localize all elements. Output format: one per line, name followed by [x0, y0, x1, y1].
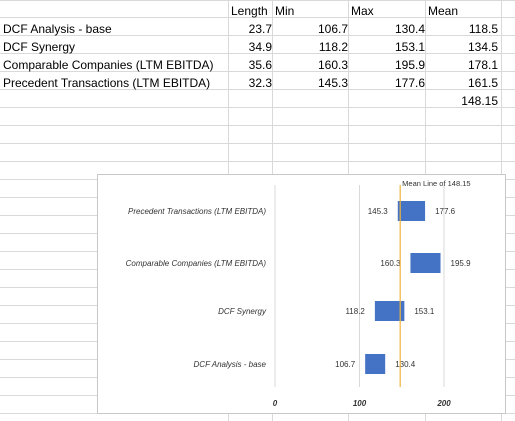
min-label: 118.2	[345, 307, 365, 316]
cell-mean[interactable]: 118.5	[468, 22, 498, 36]
category-label: DCF Synergy	[218, 307, 267, 316]
header-min[interactable]: Min	[275, 4, 295, 18]
range-bar	[374, 301, 405, 321]
category-label: Comparable Companies (LTM EBITDA)	[126, 259, 267, 268]
range-bar	[365, 354, 386, 374]
cell-min[interactable]: 145.3	[317, 76, 348, 90]
header-max[interactable]: Max	[351, 4, 374, 18]
range-chart[interactable]: 0100200300400500DCF Analysis - base106.7…	[97, 174, 506, 414]
min-label: 160.3	[380, 259, 401, 268]
cell-max[interactable]: 153.1	[394, 40, 425, 54]
min-label: 145.3	[368, 207, 389, 216]
x-tick-label: 200	[436, 399, 451, 408]
cell-mean[interactable]: 161.5	[467, 76, 498, 90]
cell-mean[interactable]: 134.5	[467, 40, 498, 54]
cell-max[interactable]: 130.4	[394, 22, 425, 36]
max-label: 195.9	[451, 259, 472, 268]
max-label: 130.4	[395, 360, 416, 369]
max-label: 177.6	[435, 207, 456, 216]
overall-mean-cell[interactable]: 148.15	[461, 94, 498, 108]
cell-length[interactable]: 34.9	[248, 40, 272, 54]
category-label: Precedent Transactions (LTM EBITDA)	[128, 207, 266, 216]
header-mean[interactable]: Mean	[428, 4, 459, 18]
cell-min[interactable]: 118.2	[318, 40, 348, 54]
category-label: DCF Analysis - base	[194, 360, 267, 369]
cell-min[interactable]: 106.7	[317, 22, 348, 36]
chart-plot: 0100200300400500DCF Analysis - base106.7…	[126, 179, 472, 408]
row-label[interactable]: Precedent Transactions (LTM EBITDA)	[3, 76, 211, 90]
cell-mean[interactable]: 178.1	[467, 58, 498, 72]
x-tick-label: 0	[273, 399, 278, 408]
cell-length[interactable]: 23.7	[248, 22, 272, 36]
row-label[interactable]: Comparable Companies (LTM EBITDA)	[3, 58, 214, 72]
cell-length[interactable]: 32.3	[248, 76, 272, 90]
header-length[interactable]: Length	[231, 4, 268, 18]
cell-length[interactable]: 35.6	[248, 58, 272, 72]
x-tick-label: 100	[353, 399, 367, 408]
cell-min[interactable]: 160.3	[317, 58, 348, 72]
range-bar	[410, 253, 441, 273]
range-bar	[397, 201, 426, 221]
cell-max[interactable]: 195.9	[394, 58, 425, 72]
max-label: 153.1	[414, 307, 435, 316]
mean-line-label: Mean Line of 148.15	[402, 179, 470, 188]
cell-max[interactable]: 177.6	[394, 76, 425, 90]
row-label[interactable]: DCF Analysis - base	[3, 22, 112, 36]
row-label[interactable]: DCF Synergy	[3, 40, 76, 54]
min-label: 106.7	[335, 360, 356, 369]
